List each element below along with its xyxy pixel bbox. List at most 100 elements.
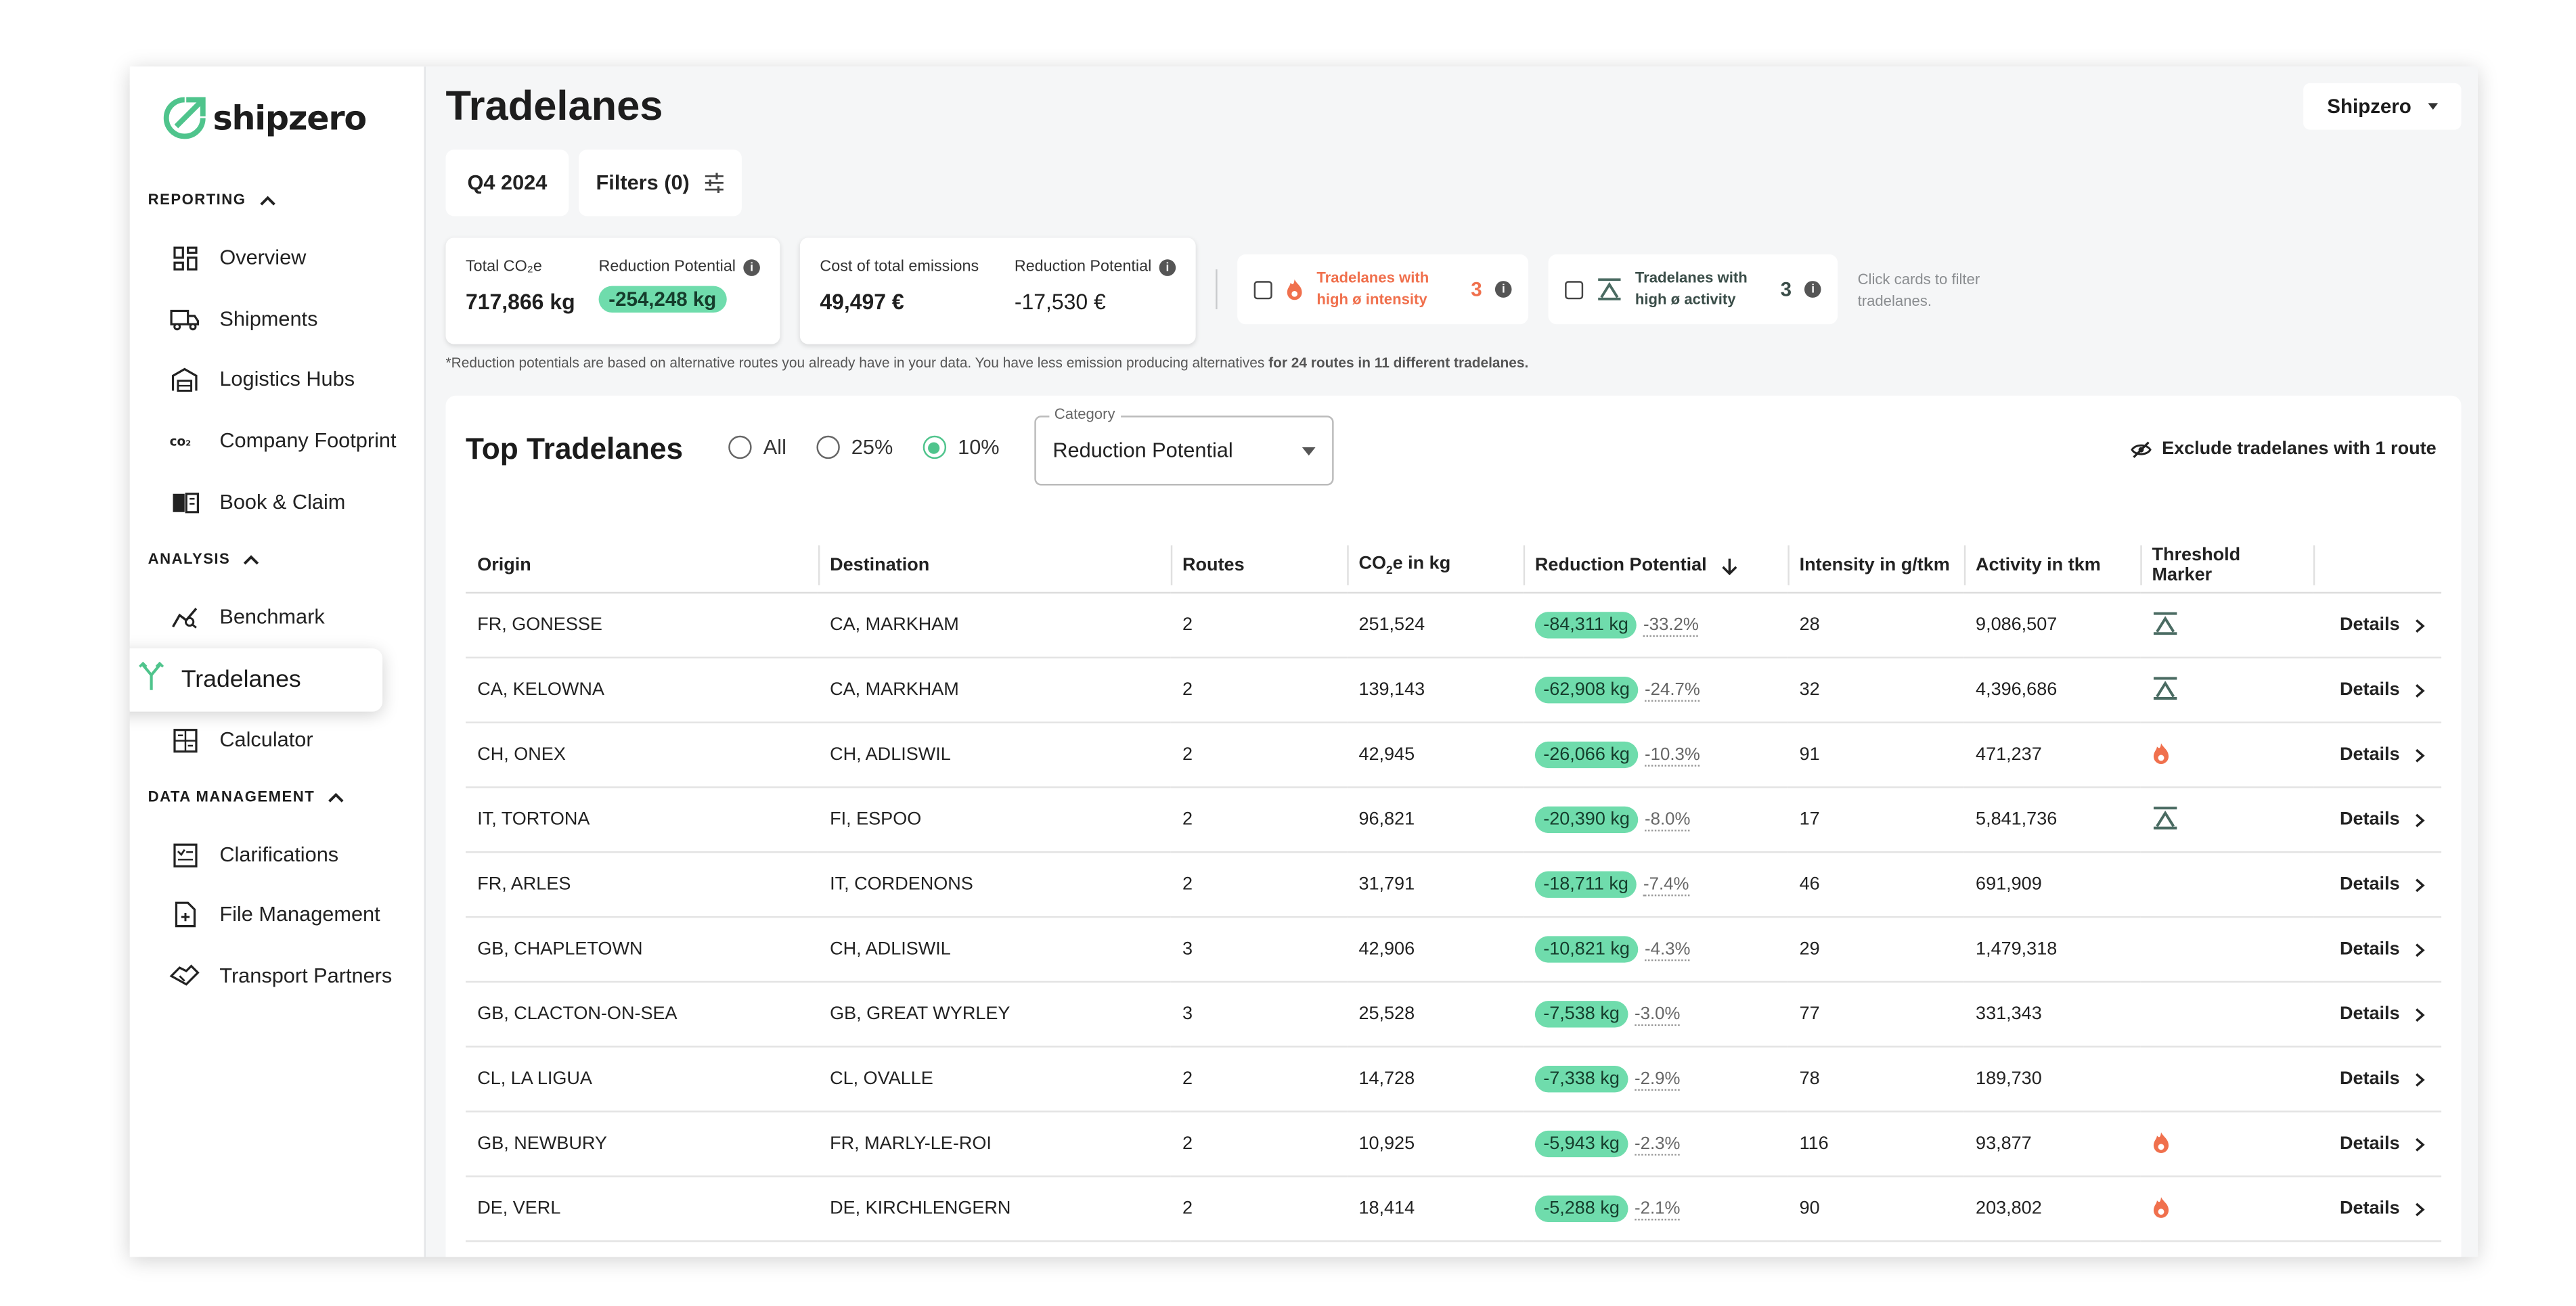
sidebar-item-tradelanes[interactable]: Tradelanes	[129, 648, 383, 712]
col-reduction[interactable]: Reduction Potential	[1523, 539, 1788, 594]
cell-intensity: 29	[1787, 917, 1964, 983]
sidebar-item-overview[interactable]: Overview	[170, 238, 306, 277]
table-row[interactable]: CA, KELOWNA CA, MARKHAM 2 139,143 -62,908 kg…	[465, 657, 2442, 723]
col-activity[interactable]: Activity in tkm	[1963, 539, 2141, 594]
sidebar-item-transport-partners[interactable]: Transport Partners	[169, 956, 392, 996]
section-reporting[interactable]: REPORTING	[148, 192, 276, 208]
page-title: Tradelanes	[445, 83, 663, 130]
filters-button[interactable]: Filters (0)	[579, 150, 742, 217]
sidebar-item-company-footprint[interactable]: co₂ Company Footprint	[170, 421, 397, 461]
table-row[interactable]: GB, NEWBURY FR, MARLY-LE-ROI 2 10,925 -5,943…	[465, 1111, 2442, 1177]
dashboard-icon	[170, 243, 200, 273]
col-threshold[interactable]: Threshold Marker	[2140, 539, 2313, 594]
radio-circle-selected[interactable]	[923, 435, 946, 459]
reduction-percent[interactable]: -2.9%	[1635, 1068, 1681, 1091]
details-button[interactable]: Details	[2340, 939, 2425, 960]
period-button[interactable]: Q4 2024	[445, 150, 569, 217]
col-destination[interactable]: Destination	[818, 539, 1171, 594]
reduction-percent[interactable]: -2.3%	[1635, 1133, 1681, 1156]
reduction-percent[interactable]: -8.0%	[1645, 809, 1691, 832]
filter-card-high-intensity[interactable]: Tradelanes with high ø intensity 3 i	[1237, 254, 1529, 325]
sidebar-item-benchmark[interactable]: Benchmark	[170, 597, 325, 637]
chevron-right-icon	[2416, 748, 2425, 762]
table-row[interactable]: GB, CLACTON-ON-SEA GB, GREAT WYRLEY 3 25,52…	[465, 981, 2442, 1048]
details-button[interactable]: Details	[2340, 615, 2425, 635]
chevron-right-icon	[2416, 1007, 2425, 1021]
col-intensity[interactable]: Intensity in g/tkm	[1787, 539, 1964, 594]
sidebar-item-logistics-hubs[interactable]: Logistics Hubs	[170, 359, 355, 399]
cell-threshold	[2140, 917, 2313, 983]
details-button[interactable]: Details	[2340, 810, 2425, 830]
cell-intensity: 116	[1787, 1111, 1964, 1177]
logo[interactable]: shipzero	[160, 93, 367, 143]
cell-co2: 31,791	[1347, 852, 1524, 918]
sidebar-item-shipments[interactable]: Shipments	[170, 299, 317, 339]
details-button[interactable]: Details	[2340, 745, 2425, 765]
cell-activity: 203,802	[1963, 1176, 2141, 1242]
cell-reduction: -7,338 kg -2.9%	[1523, 1046, 1788, 1112]
reduction-percent[interactable]: -24.7%	[1645, 679, 1700, 702]
reduction-percent[interactable]: -7.4%	[1643, 874, 1689, 897]
col-routes[interactable]: Routes	[1170, 539, 1348, 594]
sidebar-item-clarifications[interactable]: Clarifications	[170, 834, 338, 874]
intensity-checkbox[interactable]	[1253, 280, 1272, 299]
reduction-percent[interactable]: -3.0%	[1635, 1004, 1681, 1027]
cell-co2: 139,143	[1347, 657, 1524, 723]
table-row[interactable]: CL, LA LIGUA CL, OVALLE 2 14,728 -7,338 kg -2…	[465, 1046, 2442, 1112]
reduction-value-wrap: -254,248 kg	[598, 286, 727, 313]
reduction-percent[interactable]: -4.3%	[1645, 939, 1691, 962]
cell-routes: 2	[1170, 657, 1348, 723]
total-co2-value: 717,866 kg	[465, 289, 575, 315]
details-label: Details	[2339, 1068, 2400, 1089]
details-button[interactable]: Details	[2340, 1004, 2425, 1024]
table-row[interactable]: IT, TORTONA FI, ESPOO 2 96,821 -20,390 kg -8.…	[465, 787, 2442, 853]
details-label: Details	[2339, 1198, 2400, 1219]
radio-all[interactable]: All	[728, 435, 786, 459]
exclude-single-route-toggle[interactable]: Exclude tradelanes with 1 route	[2130, 439, 2437, 459]
company-selector[interactable]: Shipzero	[2303, 83, 2462, 130]
sidebar-item-book-claim[interactable]: Book & Claim	[170, 482, 346, 522]
sidebar-item-file-management[interactable]: File Management	[170, 895, 380, 935]
table-row[interactable]: FR, GONESSE CA, MARKHAM 2 251,524 -84,311 kg…	[465, 592, 2442, 659]
details-button[interactable]: Details	[2340, 1134, 2425, 1154]
cell-co2: 96,821	[1347, 787, 1524, 853]
reduction-percent[interactable]: -2.1%	[1635, 1198, 1681, 1221]
category-label: Category	[1049, 405, 1120, 423]
reduction-pill: -7,538 kg	[1534, 1001, 1628, 1028]
table-row[interactable]: GB, CHAPLETOWN CH, ADLISWIL 3 42,906 -10,821…	[465, 917, 2442, 983]
info-icon[interactable]: i	[743, 259, 760, 276]
section-analysis[interactable]: ANALYSIS	[148, 550, 261, 567]
cell-origin: CH, ONEX	[465, 722, 818, 788]
cell-reduction: -84,311 kg -33.2%	[1523, 592, 1788, 659]
cell-activity: 5,841,736	[1963, 787, 2141, 853]
details-button[interactable]: Details	[2340, 874, 2425, 895]
filter-card-high-activity[interactable]: Tradelanes with high ø activity 3 i	[1548, 254, 1838, 325]
col-origin[interactable]: Origin	[465, 539, 818, 594]
radio-25[interactable]: 25%	[816, 435, 893, 459]
details-button[interactable]: Details	[2340, 680, 2425, 700]
info-icon[interactable]: i	[1495, 281, 1512, 298]
details-button[interactable]: Details	[2340, 1069, 2425, 1089]
info-icon[interactable]: i	[1159, 259, 1176, 276]
file-upload-icon	[170, 899, 200, 929]
activity-text-2: high ø activity	[1635, 290, 1736, 308]
info-icon[interactable]: i	[1804, 281, 1821, 298]
calculator-icon	[170, 725, 200, 755]
table-row[interactable]: CH, ONEX CH, ADLISWIL 2 42,945 -26,066 kg -10…	[465, 722, 2442, 788]
sidebar-item-calculator[interactable]: Calculator	[170, 720, 313, 760]
col-co2[interactable]: CO2e in kg	[1347, 539, 1524, 594]
reduction-label: Reduction Potential	[598, 257, 736, 276]
radio-circle[interactable]	[728, 435, 752, 459]
radio-circle[interactable]	[816, 435, 840, 459]
table-row[interactable]: DE, VERL DE, KIRCHLENGERN 2 18,414 -5,288 kg…	[465, 1176, 2442, 1242]
reduction-percent[interactable]: -10.3%	[1645, 744, 1700, 767]
category-select[interactable]: Category Reduction Potential	[1034, 405, 1334, 486]
details-label: Details	[2339, 744, 2400, 765]
table-row[interactable]: FR, ARLES IT, CORDENONS 2 31,791 -18,711 kg -…	[465, 852, 2442, 918]
reduction-percent[interactable]: -33.2%	[1643, 615, 1699, 637]
activity-checkbox[interactable]	[1565, 280, 1583, 299]
section-data-management[interactable]: DATA MANAGEMENT	[148, 788, 345, 805]
details-button[interactable]: Details	[2340, 1199, 2425, 1219]
radio-10[interactable]: 10%	[923, 435, 1000, 459]
chevron-right-icon	[2416, 1072, 2425, 1086]
